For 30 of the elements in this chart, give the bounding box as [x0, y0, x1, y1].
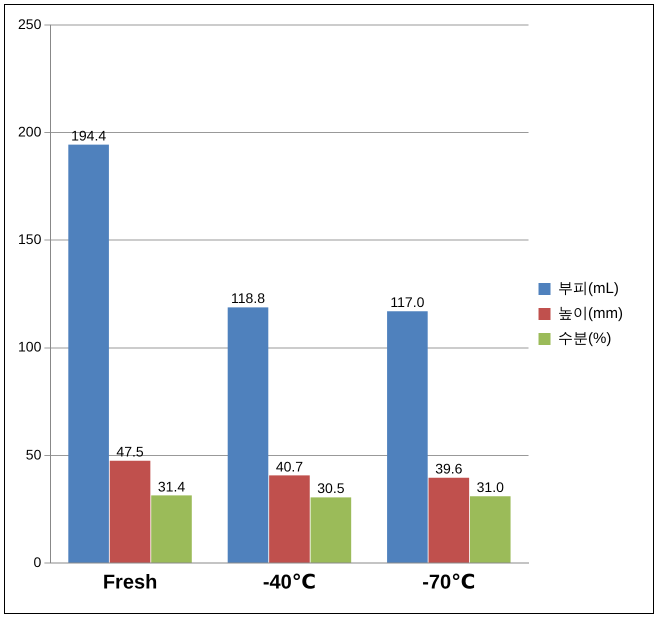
legend-label: 높이(mm): [558, 305, 624, 322]
x-tick-label: -40℃: [262, 572, 316, 594]
bar: [269, 475, 310, 562]
bar: [151, 495, 192, 562]
data-label: 39.6: [435, 460, 463, 477]
data-label: 118.8: [231, 290, 266, 306]
data-label: 117.0: [390, 294, 425, 310]
x-tick-label: Fresh: [102, 572, 158, 594]
y-tick-label: 200: [18, 123, 42, 140]
data-label: 40.7: [276, 458, 304, 474]
legend-label: 부피(mL): [558, 280, 619, 298]
bar: [470, 496, 511, 562]
y-tick-label: 100: [18, 338, 42, 355]
bar: [68, 144, 109, 562]
bar: [428, 478, 470, 562]
bar: [310, 497, 352, 562]
data-label: 194.4: [71, 128, 106, 144]
data-label: 31.0: [476, 479, 504, 496]
legend-label: 수분(%): [558, 330, 612, 348]
data-label: 31.4: [158, 478, 186, 494]
y-tick-label: 0: [34, 554, 42, 570]
y-tick-label: 50: [26, 446, 42, 462]
bar: [228, 307, 268, 562]
bar: [387, 311, 428, 562]
data-label: 30.5: [317, 480, 345, 496]
bar: [110, 460, 150, 562]
x-tick-label: -70℃: [422, 572, 476, 594]
y-tick-label: 150: [18, 231, 42, 248]
y-tick-label: 250: [18, 16, 42, 32]
data-label: 47.5: [116, 444, 144, 460]
